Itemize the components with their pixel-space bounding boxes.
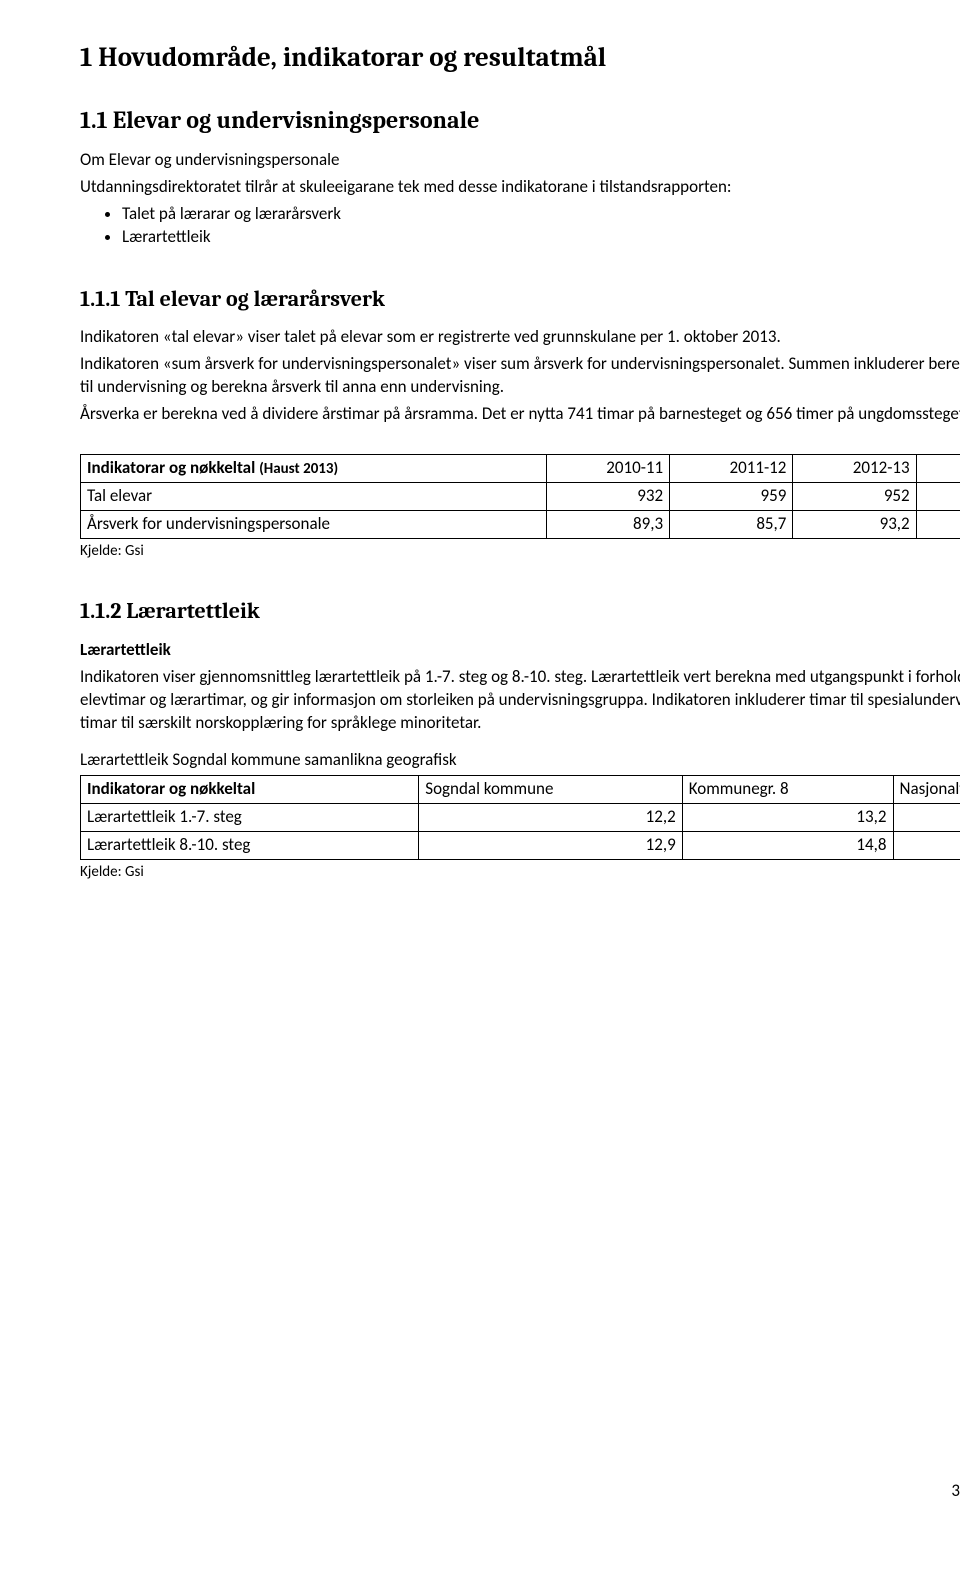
- table-row: Lærartettleik 8.-10. steg 12,9 14,8 14,1: [81, 832, 960, 860]
- table-cell-value: 13,2: [682, 804, 893, 832]
- table-header-cell: Sogndal kommune: [419, 776, 682, 804]
- list-item: Talet på lærarar og lærarårsverk: [122, 203, 960, 226]
- table-caption: Lærartettleik Sogndal kommune samanlikna…: [80, 749, 960, 772]
- table-header-row: Indikatorar og nøkkeltal (Haust 2013) 20…: [81, 455, 960, 483]
- body-paragraph: Årsverka er berekna ved å dividere årsti…: [80, 403, 960, 426]
- table-cell-value: 93,2: [793, 510, 916, 538]
- table-header-cell: Indikatorar og nøkkeltal: [81, 776, 419, 804]
- table-cell-label: Årsverk for undervisningspersonale: [81, 510, 547, 538]
- subheading-bold: Lærartettleik: [80, 639, 960, 662]
- table-cell-value: 938: [916, 482, 960, 510]
- table-cell-value: 12,9: [419, 832, 682, 860]
- table-header-cell: Indikatorar og nøkkeltal (Haust 2013): [81, 455, 547, 483]
- table-cell-label: Lærartettleik 8.-10. steg: [81, 832, 419, 860]
- heading-1-1-2: 1.1.2 Lærartettleik: [80, 597, 960, 627]
- table-cell-value: 14,8: [682, 832, 893, 860]
- table-row: Tal elevar 932 959 952 938: [81, 482, 960, 510]
- body-paragraph: Indikatoren «sum årsverk for undervisnin…: [80, 353, 960, 399]
- table-header-cell: 2012-13: [793, 455, 916, 483]
- table-row: Lærartettleik 1.-7. steg 12,2 13,2 13,1: [81, 804, 960, 832]
- body-paragraph: Indikatoren viser gjennomsnittleg lærart…: [80, 666, 960, 735]
- table-header-cell: 2011-12: [670, 455, 793, 483]
- table-header-cell: Kommunegr. 8: [682, 776, 893, 804]
- table-cell-label: Tal elevar: [81, 482, 547, 510]
- table-header-cell: Nasjonalt: [893, 776, 960, 804]
- table-cell-value: 13,1: [893, 804, 960, 832]
- heading-1: 1 Hovudområde, indikatorar og resultatmå…: [80, 40, 960, 76]
- table-cell-value: 91,8: [916, 510, 960, 538]
- table-header-cell: 2013-14: [916, 455, 960, 483]
- table-cell-value: 952: [793, 482, 916, 510]
- intro-paragraph: Utdanningsdirektoratet tilrår at skuleei…: [80, 176, 960, 199]
- page-number: 3: [951, 1480, 960, 1503]
- intro-subheading: Om Elevar og undervisningspersonale: [80, 149, 960, 172]
- table-cell-value: 932: [546, 482, 669, 510]
- table-row: Årsverk for undervisningspersonale 89,3 …: [81, 510, 960, 538]
- heading-1-1-1: 1.1.1 Tal elevar og lærarårsverk: [80, 285, 960, 315]
- table-cell-value: 959: [670, 482, 793, 510]
- source-note: Kjelde: Gsi: [80, 541, 960, 561]
- table-cell-value: 89,3: [546, 510, 669, 538]
- header-label-suffix-text: (Haust 2013): [259, 460, 338, 478]
- table-laerartettleik-geografisk: Indikatorar og nøkkeltal Sogndal kommune…: [80, 775, 960, 860]
- table-cell-value: 14,1: [893, 832, 960, 860]
- table-header-row: Indikatorar og nøkkeltal Sogndal kommune…: [81, 776, 960, 804]
- list-item: Lærartettleik: [122, 226, 960, 249]
- table-cell-label: Lærartettleik 1.-7. steg: [81, 804, 419, 832]
- intro-bullet-list: Talet på lærarar og lærarårsverk Lærarte…: [80, 203, 960, 249]
- heading-1-1: 1.1 Elevar og undervisningspersonale: [80, 104, 960, 136]
- table-header-cell: 2010-11: [546, 455, 669, 483]
- source-note: Kjelde: Gsi: [80, 862, 960, 882]
- table-indikatorar-haust-2013: Indikatorar og nøkkeltal (Haust 2013) 20…: [80, 454, 960, 539]
- header-label: Indikatorar og nøkkeltal: [87, 457, 255, 478]
- table-cell-value: 85,7: [670, 510, 793, 538]
- table-cell-value: 12,2: [419, 804, 682, 832]
- body-paragraph: Indikatoren «tal elevar» viser talet på …: [80, 326, 960, 349]
